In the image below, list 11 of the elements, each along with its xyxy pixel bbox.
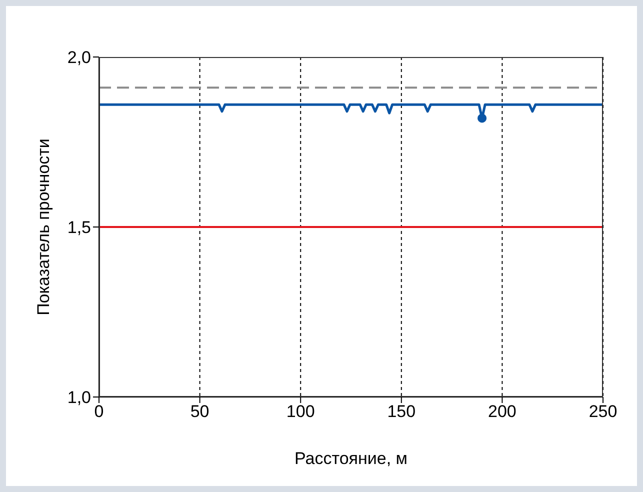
x-tick-label: 200 [488,402,516,422]
x-axis-title: Расстояние, м [294,449,408,468]
x-tick-label: 50 [190,402,210,422]
y-tick-label: 2,0 [67,48,91,68]
y-tick-label: 1,0 [67,388,91,408]
x-tick-label: 100 [286,402,315,422]
x-tick-label: 150 [387,402,416,422]
y-axis-title: Показатель прочности [34,138,54,316]
y-tick-label: 1,5 [67,218,91,238]
x-tick-label: 250 [588,402,618,422]
x-tick-label: 0 [94,402,104,422]
